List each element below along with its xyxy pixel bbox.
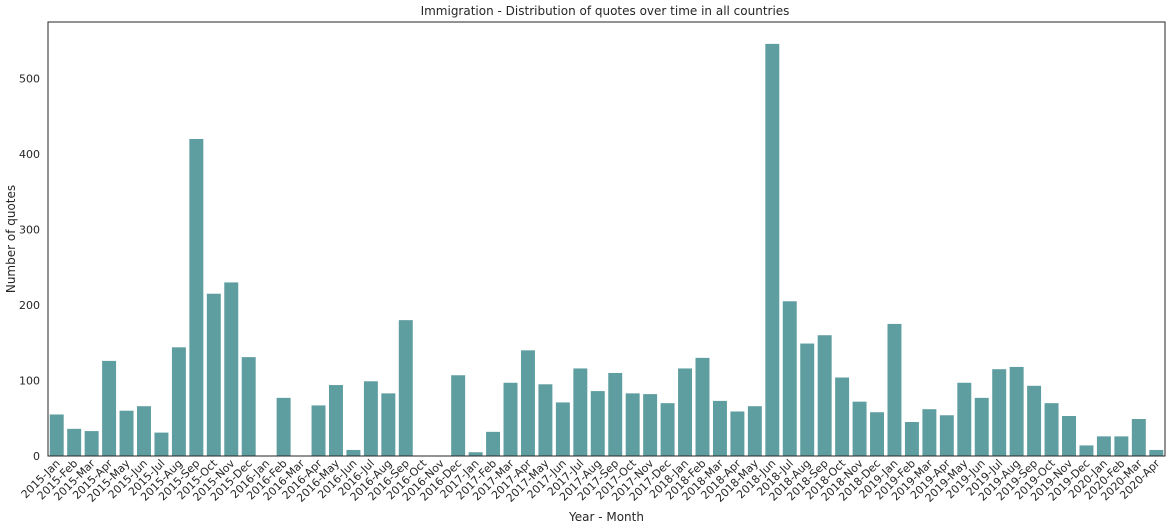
bar-2017-Jul	[573, 368, 588, 456]
bar-2015-Oct	[206, 293, 221, 456]
bar-2015-Aug	[171, 347, 186, 456]
y-axis-title: Number of quotes	[4, 185, 18, 293]
bar-2016-Sep	[398, 320, 413, 456]
bar-2016-Aug	[381, 393, 396, 456]
bar-2019-May	[957, 382, 972, 456]
bar-2018-Jul	[782, 301, 797, 456]
bar-2018-Feb	[695, 357, 710, 456]
bar-2015-Apr	[102, 360, 117, 456]
bar-2017-Jan	[468, 452, 483, 456]
bar-2016-Jun	[346, 449, 361, 456]
bar-2015-Dec	[241, 357, 256, 456]
bar-2015-May	[119, 410, 134, 456]
bar-2016-Feb	[276, 397, 291, 456]
bar-2018-May	[747, 406, 762, 456]
bar-2020-Mar	[1131, 419, 1146, 456]
bar-2017-Oct	[625, 393, 640, 456]
bar-2018-Jun	[765, 43, 780, 456]
y-tick-label: 100	[19, 375, 40, 388]
bar-2019-Nov	[1062, 415, 1076, 456]
bar-2019-Apr	[939, 415, 954, 456]
bar-2019-Sep	[1027, 385, 1042, 456]
bar-2015-Mar	[84, 431, 99, 456]
bar-2018-Nov	[852, 401, 867, 456]
bar-2015-Sep	[189, 138, 204, 456]
y-tick-label: 200	[19, 299, 40, 312]
bar-2017-May	[538, 384, 553, 456]
bar-2017-Jun	[555, 402, 570, 456]
bar-2019-Jun	[974, 397, 989, 456]
bar-2016-May	[328, 385, 343, 456]
bar-2018-Apr	[730, 411, 745, 456]
bar-2017-Feb	[486, 431, 501, 456]
plot-frame	[47, 21, 1166, 457]
bar-2015-Jul	[154, 432, 169, 456]
y-tick-label: 500	[19, 73, 40, 86]
bar-2018-Dec	[870, 412, 885, 456]
bar-2015-Jan	[49, 414, 64, 456]
bar-2016-Dec	[451, 375, 466, 456]
bar-2017-Apr	[520, 350, 535, 456]
bar-2017-Sep	[608, 372, 623, 456]
bar-2017-Aug	[590, 391, 605, 456]
bar-2018-Mar	[712, 400, 727, 456]
bar-2019-Feb	[904, 422, 919, 456]
bar-2020-Feb	[1114, 436, 1129, 456]
y-axis-ticks: 0 100 200 300 400 500	[19, 73, 40, 463]
x-axis-title: Year - Month	[568, 510, 644, 524]
bar-2016-Jul	[363, 381, 378, 456]
bar-2016-Apr	[311, 405, 326, 456]
y-tick-label: 0	[33, 450, 40, 463]
bar-2019-Jul	[992, 369, 1007, 456]
bar-2019-Oct	[1044, 403, 1059, 456]
bar-2018-Sep	[817, 335, 832, 456]
bar-2019-Jan	[887, 323, 902, 456]
bar-2019-Mar	[922, 409, 937, 456]
bar-2017-Dec	[660, 403, 675, 456]
y-tick-label: 300	[19, 224, 40, 237]
bar-2017-Mar	[503, 382, 518, 456]
bars-group	[49, 43, 1164, 456]
bar-2020-Jan	[1096, 436, 1111, 456]
chart-title: Immigration - Distribution of quotes ove…	[421, 4, 790, 18]
bar-2019-Dec	[1079, 445, 1094, 456]
x-axis-ticks: 2015-Jan2015-Feb2015-Mar2015-Apr2015-May…	[19, 456, 1163, 504]
bar-2018-Aug	[800, 343, 815, 456]
bar-2015-Nov	[224, 282, 239, 456]
bar-2017-Nov	[643, 394, 658, 456]
y-tick-label: 400	[19, 148, 40, 161]
bar-2015-Feb	[67, 428, 82, 456]
bar-2015-Jun	[137, 406, 151, 456]
bar-2019-Aug	[1009, 366, 1024, 456]
bar-2020-Apr	[1149, 449, 1164, 456]
bar-2018-Oct	[835, 377, 850, 456]
bar-2018-Jan	[678, 368, 693, 456]
